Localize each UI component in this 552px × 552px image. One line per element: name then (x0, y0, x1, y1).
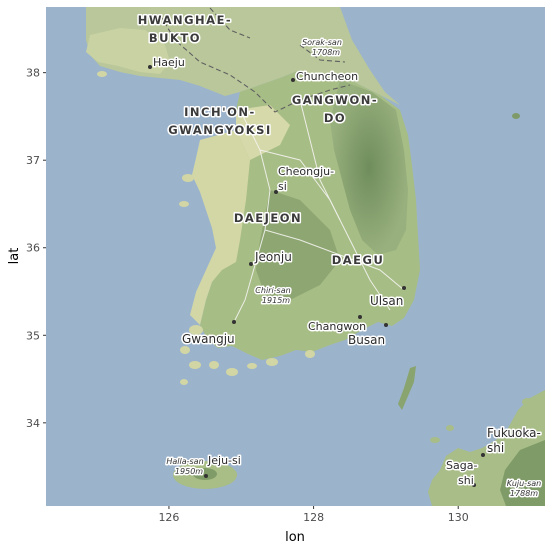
land-central-mountains (256, 190, 340, 300)
label-haeju: Haeju (153, 56, 185, 69)
label-hwanghae-2: BUKTO (149, 31, 201, 45)
land-north-korea (86, 7, 400, 105)
x-axis: 126 128 130 (158, 506, 469, 524)
map-panel[interactable]: HWANGHAE- BUKTO Haeju Sorak-san 1708m Ch… (46, 7, 545, 506)
borders (159, 7, 351, 113)
label-inchon-1: INCH'ON- (184, 105, 256, 119)
label-daejeon: DAEJEON (234, 211, 302, 225)
y-tick-label: 38 (26, 67, 40, 80)
label-halla-1: Halla-san (166, 457, 203, 466)
y-axis: 34 35 36 37 38 (26, 67, 46, 430)
city-dot-ulsan (402, 286, 406, 290)
y-tick-label: 34 (26, 417, 40, 430)
label-inchon-2: GWANGYOKSI (168, 123, 272, 137)
land-west-lowlands (190, 130, 250, 325)
label-kuju-2: 1788m (510, 489, 538, 498)
label-cheongju-2: si (278, 180, 287, 193)
land-jeju-peak (193, 468, 217, 480)
land-haeju-peninsula (86, 28, 170, 74)
label-jeju: Jeju-si (207, 454, 241, 467)
label-kuju-1: Kuju-san (507, 479, 541, 488)
label-gangwon-2: DO (324, 111, 346, 125)
y-axis-title: lat (7, 248, 22, 265)
label-sorak-2: 1708m (312, 48, 340, 57)
land-west-lowlands-2 (236, 105, 290, 160)
western-islands (97, 58, 315, 385)
city-dot-gwangju (232, 320, 236, 324)
roads (234, 99, 405, 321)
x-axis-title: lon (285, 530, 305, 545)
land-ulleungdo (512, 113, 520, 119)
label-changwon: Changwon (308, 320, 366, 333)
label-jeonju: Jeonju (254, 250, 292, 264)
label-daegu: DAEGU (332, 253, 385, 267)
x-tick-label: 130 (448, 511, 469, 524)
city-dot-haeju (148, 65, 152, 69)
label-sorak-1: Sorak-san (302, 38, 342, 47)
label-fukuoka-2: shi (487, 441, 504, 455)
label-fukuoka-1: Fukuoka- (487, 426, 541, 440)
city-dots (148, 65, 485, 487)
label-hwanghae-1: HWANGHAE- (138, 13, 232, 27)
city-dot-fukuoka (481, 453, 485, 457)
label-chiri-1: Chiri-san (255, 286, 290, 295)
x-tick-label: 128 (303, 511, 324, 524)
y-tick-label: 35 (26, 329, 40, 342)
y-tick-label: 37 (26, 154, 40, 167)
label-halla-2: 1950m (175, 467, 203, 476)
city-dot-saga (472, 483, 476, 487)
map-labels: HWANGHAE- BUKTO Haeju Sorak-san 1708m Ch… (136, 12, 542, 500)
city-dot-chuncheon (291, 78, 295, 82)
city-dot-changwon (358, 315, 362, 319)
label-cheongju-1: Cheongju- (278, 165, 334, 178)
city-dot-cheongju (274, 190, 278, 194)
label-chuncheon: Chuncheon (296, 70, 358, 83)
city-dot-busan (384, 323, 388, 327)
land-east-mountains (330, 80, 408, 255)
city-dot-jeju (204, 474, 208, 478)
land-kyushu-mtn (500, 440, 545, 506)
label-busan: Busan (348, 333, 385, 347)
label-saga-1: Saga- (446, 459, 477, 472)
land-tsushima (398, 366, 416, 410)
label-gwangju: Gwangju (182, 332, 235, 346)
label-saga-2: shi (458, 474, 474, 487)
label-gangwon-1: GANGWON- (292, 93, 378, 107)
label-ulsan: Ulsan (370, 294, 403, 308)
city-dot-jeonju (249, 262, 253, 266)
y-tick-label: 36 (26, 242, 40, 255)
label-chiri-2: 1915m (262, 296, 290, 305)
x-tick-label: 126 (158, 511, 179, 524)
kyushu-islands (430, 398, 534, 443)
